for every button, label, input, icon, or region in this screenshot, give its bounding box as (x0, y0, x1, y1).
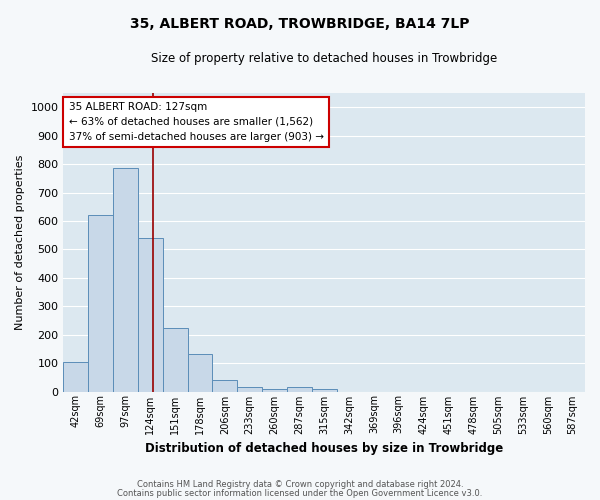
Title: Size of property relative to detached houses in Trowbridge: Size of property relative to detached ho… (151, 52, 497, 66)
Bar (212, 380, 237, 392)
Text: Contains public sector information licensed under the Open Government Licence v3: Contains public sector information licen… (118, 489, 482, 498)
Bar (312, 388, 337, 392)
Text: 35 ALBERT ROAD: 127sqm
← 63% of detached houses are smaller (1,562)
37% of semi-: 35 ALBERT ROAD: 127sqm ← 63% of detached… (68, 102, 323, 142)
Text: 35, ALBERT ROAD, TROWBRIDGE, BA14 7LP: 35, ALBERT ROAD, TROWBRIDGE, BA14 7LP (130, 18, 470, 32)
X-axis label: Distribution of detached houses by size in Trowbridge: Distribution of detached houses by size … (145, 442, 503, 455)
Y-axis label: Number of detached properties: Number of detached properties (15, 154, 25, 330)
Bar (163, 328, 188, 392)
Bar (138, 238, 163, 392)
Bar (113, 168, 138, 392)
Bar (287, 388, 312, 392)
Bar (237, 388, 262, 392)
Text: Contains HM Land Registry data © Crown copyright and database right 2024.: Contains HM Land Registry data © Crown c… (137, 480, 463, 489)
Bar (64, 362, 88, 392)
Bar (262, 388, 287, 392)
Bar (188, 354, 212, 392)
Bar (88, 215, 113, 392)
